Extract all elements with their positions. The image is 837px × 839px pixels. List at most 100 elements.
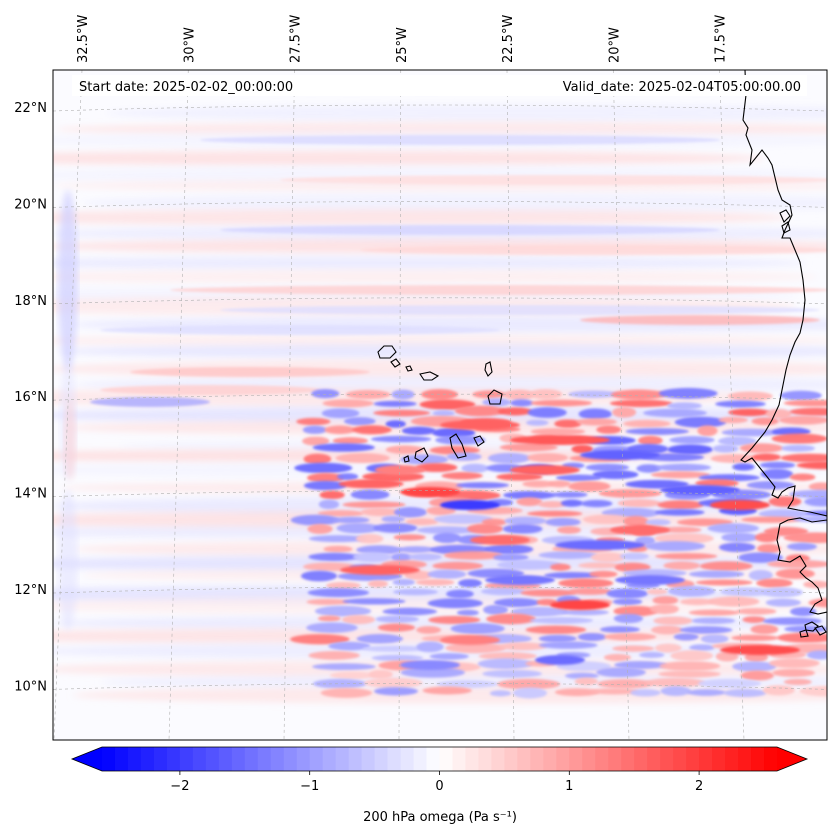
omega-contour xyxy=(53,150,765,166)
omega-contour xyxy=(555,540,645,550)
omega-contour xyxy=(590,688,639,695)
latitude-label: 10°N xyxy=(14,679,47,694)
omega-contour xyxy=(759,461,796,469)
omega-contour xyxy=(610,525,670,535)
omega-contour xyxy=(728,408,771,417)
colorbar-band xyxy=(387,747,402,771)
omega-contour xyxy=(746,480,795,490)
omega-contour xyxy=(392,578,416,586)
omega-contour xyxy=(355,533,384,544)
omega-contour xyxy=(480,587,525,596)
omega-contour xyxy=(311,388,340,399)
omega-contour xyxy=(329,671,375,680)
colorbar-band xyxy=(569,747,583,771)
omega-contour xyxy=(461,463,489,473)
omega-contour xyxy=(496,473,543,481)
omega-contour xyxy=(429,445,480,455)
omega-contour xyxy=(290,514,340,526)
omega-contour xyxy=(691,617,736,624)
omega-contour xyxy=(767,560,827,569)
omega-contour xyxy=(391,553,412,562)
omega-contour xyxy=(106,104,827,122)
africa-coastline xyxy=(740,70,827,517)
omega-contour xyxy=(416,626,442,634)
latitude-label: 12°N xyxy=(14,583,47,598)
longitude-label: 27.5°W xyxy=(289,15,304,63)
omega-contour xyxy=(525,625,587,635)
latitude-label: 22°N xyxy=(14,101,47,116)
omega-contour xyxy=(580,315,820,325)
omega-contour xyxy=(290,634,350,645)
omega-contour xyxy=(715,400,766,408)
omega-contour xyxy=(456,482,510,489)
omega-contour xyxy=(333,516,370,524)
omega-contour xyxy=(617,499,661,508)
colorbar-band xyxy=(504,747,518,771)
omega-contour xyxy=(393,588,438,596)
omega-contour xyxy=(220,225,720,235)
guinea-coastline xyxy=(776,517,827,615)
omega-contour xyxy=(373,523,418,533)
omega-contour xyxy=(306,622,358,633)
omega-contour xyxy=(353,551,392,563)
colorbar-band xyxy=(556,747,570,771)
island-sal xyxy=(484,361,493,377)
longitude-label: 25°W xyxy=(395,27,410,63)
omega-contour xyxy=(427,598,483,609)
omega-contour xyxy=(615,575,685,585)
omega-contour xyxy=(697,425,718,437)
omega-contour xyxy=(750,624,779,635)
colorbar-band xyxy=(452,747,466,771)
colorbar-tick-label: 0 xyxy=(435,779,443,794)
senegal-island xyxy=(779,209,791,223)
omega-contour xyxy=(612,645,655,652)
omega-contour xyxy=(582,514,632,525)
omega-contour xyxy=(525,419,549,426)
omega-contour xyxy=(130,367,370,377)
omega-contour xyxy=(314,605,372,617)
omega-contour xyxy=(415,463,458,473)
omega-contour xyxy=(592,470,639,480)
omega-contour xyxy=(307,588,370,598)
omega-contour xyxy=(100,325,500,335)
omega-contour xyxy=(740,670,775,681)
omega-contour xyxy=(307,472,345,483)
omega-contour xyxy=(799,685,827,697)
omega-contour xyxy=(708,596,760,607)
latitude-label: 14°N xyxy=(14,487,47,502)
omega-contour xyxy=(712,444,739,453)
omega-contour xyxy=(786,542,818,551)
omega-contour xyxy=(458,578,482,588)
omega-contour xyxy=(303,480,347,491)
colorbar-band xyxy=(426,747,440,771)
omega-contour xyxy=(328,641,371,651)
omega-contour xyxy=(489,690,512,697)
omega-contour xyxy=(477,658,534,670)
omega-contour xyxy=(504,516,547,526)
colorbar-band xyxy=(517,747,531,771)
omega-contour xyxy=(727,391,773,401)
latitude-label: 20°N xyxy=(14,197,47,212)
omega-contour xyxy=(454,405,506,417)
omega-contour xyxy=(367,580,389,588)
omega-field xyxy=(53,70,827,740)
omega-contour xyxy=(375,465,425,475)
omega-contour xyxy=(64,400,76,480)
omega-contour xyxy=(340,565,420,575)
omega-contour xyxy=(482,669,542,678)
omega-contour xyxy=(280,175,827,185)
longitude-label: 20°W xyxy=(607,27,622,63)
omega-contour xyxy=(308,651,360,660)
omega-contour xyxy=(762,617,822,625)
colorbar-band xyxy=(218,747,233,771)
omega-contour xyxy=(718,416,748,424)
island-sao-nicolau xyxy=(419,371,440,381)
colorbar-band xyxy=(673,747,687,771)
colorbar-band xyxy=(621,747,635,771)
omega-contour xyxy=(538,500,567,508)
colorbar-band xyxy=(205,747,220,771)
omega-contour xyxy=(695,579,753,586)
colorbar-outline xyxy=(70,746,809,772)
omega-contour xyxy=(296,417,331,426)
omega-contour xyxy=(768,496,802,507)
